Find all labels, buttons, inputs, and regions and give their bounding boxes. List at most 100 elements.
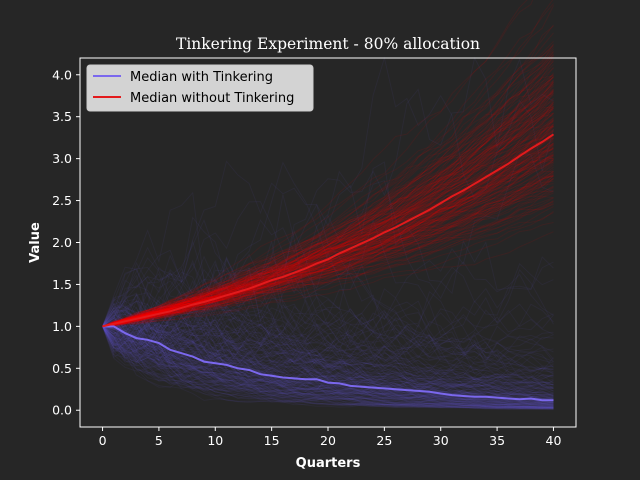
no-tinkering-path bbox=[102, 159, 554, 327]
no-tinkering-path bbox=[102, 54, 554, 327]
tinkering-path bbox=[102, 313, 554, 405]
tinkering-path bbox=[102, 311, 554, 404]
tinkering-path bbox=[102, 294, 554, 408]
tinkering-path bbox=[102, 287, 554, 397]
tinkering-path bbox=[102, 326, 554, 407]
no-tinkering-path bbox=[102, 189, 554, 327]
tinkering-path bbox=[102, 302, 554, 390]
no-tinkering-path bbox=[102, 181, 554, 327]
no-tinkering-path bbox=[102, 40, 554, 327]
no-tinkering-path bbox=[102, 153, 554, 327]
x-tick-label: 15 bbox=[264, 433, 280, 448]
chart-title: Tinkering Experiment - 80% allocation bbox=[176, 35, 480, 53]
no-tinkering-path bbox=[102, 129, 554, 327]
y-tick-label: 1.5 bbox=[52, 277, 72, 292]
no-tinkering-path bbox=[102, 143, 554, 327]
tinkering-path bbox=[102, 325, 554, 409]
tinkering-path bbox=[102, 304, 554, 408]
tinkering-path bbox=[102, 305, 554, 389]
no-tinkering-path bbox=[102, 155, 554, 327]
no-tinkering-path bbox=[102, 137, 554, 327]
tinkering-path bbox=[102, 307, 554, 405]
no-tinkering-path bbox=[102, 67, 554, 327]
tinkering-path bbox=[102, 326, 554, 373]
tinkering-path bbox=[102, 325, 554, 386]
tinkering-path bbox=[102, 321, 554, 397]
no-tinkering-path bbox=[102, 82, 554, 327]
no-tinkering-path bbox=[102, 103, 554, 327]
tinkering-path bbox=[102, 325, 554, 369]
no-tinkering-path bbox=[102, 201, 554, 327]
no-tinkering-path bbox=[102, 177, 554, 327]
no-tinkering-path bbox=[102, 171, 554, 327]
no-tinkering-path bbox=[102, 84, 554, 327]
tinkering-path bbox=[102, 324, 554, 408]
y-tick-label: 4.0 bbox=[52, 67, 72, 82]
tinkering-path bbox=[102, 317, 554, 394]
tinkering-path bbox=[102, 301, 554, 396]
tinkering-path bbox=[102, 307, 554, 409]
tinkering-path bbox=[102, 324, 554, 400]
no-tinkering-path bbox=[102, 164, 554, 327]
no-tinkering-path bbox=[102, 195, 554, 327]
no-tinkering-path bbox=[102, 47, 554, 327]
no-tinkering-path bbox=[102, 159, 554, 327]
tinkering-path bbox=[102, 273, 554, 375]
tinkering-path bbox=[102, 326, 554, 406]
no-tinkering-path bbox=[102, 146, 554, 327]
no-tinkering-path bbox=[102, 108, 554, 327]
no-tinkering-path bbox=[102, 154, 554, 327]
tinkering-path bbox=[102, 266, 554, 388]
no-tinkering-path bbox=[102, 77, 554, 327]
tinkering-path bbox=[102, 293, 554, 383]
no-tinkering-path bbox=[102, 107, 554, 327]
no-tinkering-path bbox=[102, 81, 554, 327]
tinkering-path bbox=[102, 325, 554, 406]
tinkering-path bbox=[102, 315, 554, 404]
tinkering-path bbox=[102, 305, 554, 400]
tinkering-path bbox=[102, 318, 554, 404]
tinkering-path bbox=[102, 326, 554, 399]
no-tinkering-path bbox=[102, 222, 554, 327]
tinkering-path bbox=[102, 279, 554, 363]
no-tinkering-path bbox=[102, 152, 554, 327]
no-tinkering-path bbox=[102, 161, 554, 327]
no-tinkering-path bbox=[102, 135, 554, 327]
legend-box bbox=[86, 64, 314, 112]
no-tinkering-path bbox=[102, 125, 554, 327]
no-tinkering-path bbox=[102, 91, 554, 327]
no-tinkering-path bbox=[102, 202, 554, 327]
tinkering-path bbox=[102, 325, 554, 410]
tinkering-path bbox=[102, 326, 554, 398]
tinkering-path bbox=[102, 326, 554, 409]
tinkering-path bbox=[102, 298, 554, 389]
tinkering-path bbox=[102, 314, 554, 409]
legend-label-without-tinkering: Median without Tinkering bbox=[130, 91, 294, 106]
tinkering-path bbox=[102, 300, 554, 392]
no-tinkering-path bbox=[102, 100, 554, 327]
y-tick-label: 2.5 bbox=[52, 193, 72, 208]
y-tick-label: 3.0 bbox=[52, 151, 72, 166]
tinkering-path bbox=[102, 326, 554, 404]
no-tinkering-path bbox=[102, 175, 554, 327]
no-tinkering-path bbox=[102, 0, 528, 327]
no-tinkering-path bbox=[102, 144, 554, 327]
tinkering-path bbox=[102, 320, 554, 401]
legend: Median with Tinkering Median without Tin… bbox=[86, 64, 314, 112]
median-without-tinkering-line bbox=[102, 133, 555, 328]
no-tinkering-path bbox=[102, 51, 554, 327]
tinkering-path bbox=[102, 325, 554, 409]
tinkering-path bbox=[102, 315, 554, 400]
tinkering-path bbox=[102, 323, 554, 405]
no-tinkering-path bbox=[102, 118, 554, 327]
tinkering-path bbox=[102, 313, 554, 382]
tinkering-path bbox=[102, 326, 554, 406]
tinkering-path bbox=[102, 304, 554, 403]
tinkering-path bbox=[102, 320, 554, 376]
tinkering-path bbox=[102, 326, 554, 409]
tinkering-path bbox=[102, 297, 554, 401]
no-tinkering-path bbox=[102, 25, 554, 327]
no-tinkering-path bbox=[102, 137, 554, 327]
tinkering-path bbox=[102, 325, 554, 401]
no-tinkering-path bbox=[102, 147, 554, 327]
